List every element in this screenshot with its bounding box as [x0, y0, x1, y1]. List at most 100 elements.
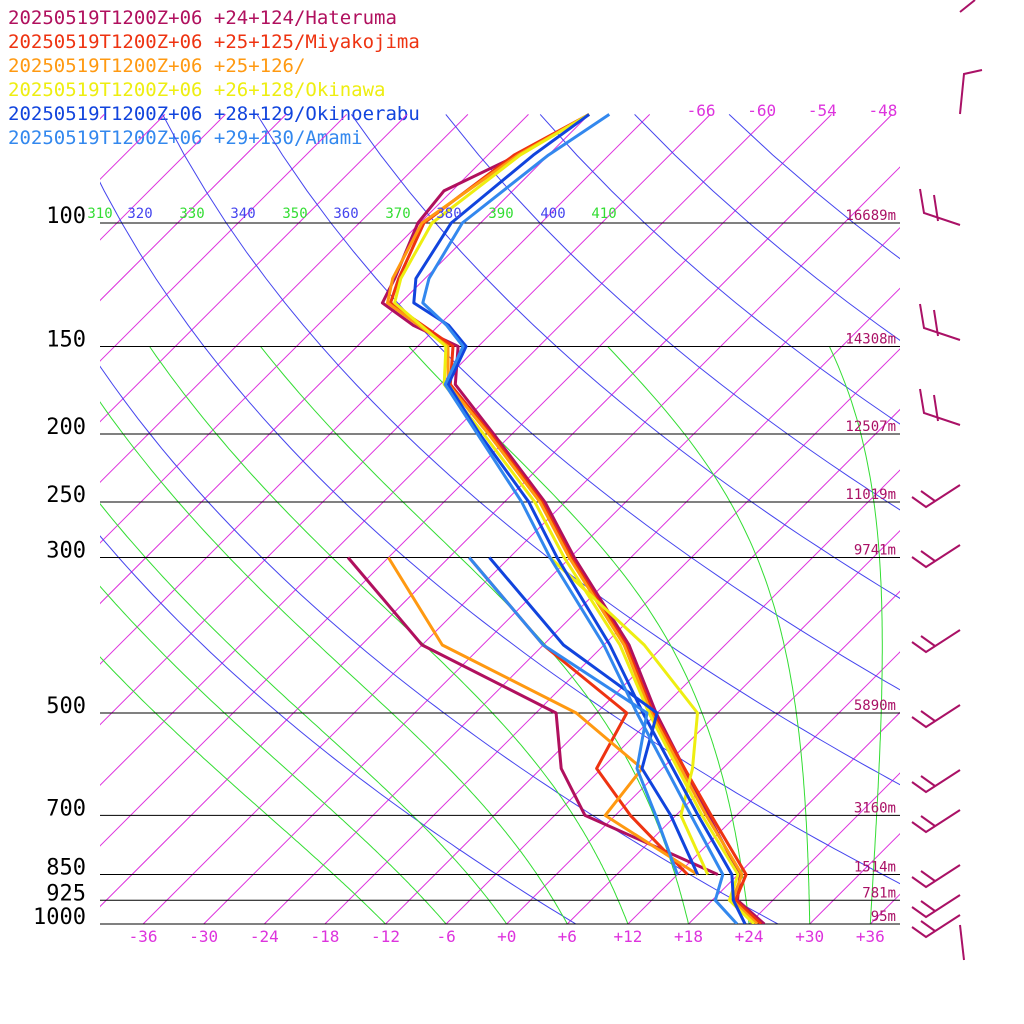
profile-dewpoint-20250519t1200z-06-26-128-okinawa — [548, 556, 710, 876]
isotherm-line — [566, 590, 900, 924]
isotherm-line — [100, 114, 590, 605]
moist-adiabat-line — [828, 346, 883, 924]
profile-dewpoint-20250519t1200z-06-29-130-amami — [468, 556, 679, 876]
height-label-700: 3160m — [854, 800, 896, 816]
profile-dewpoint-20250519t1200z-06-24-124-hateruma — [346, 556, 719, 876]
height-label-200: 12507m — [845, 419, 896, 435]
temperature-tick-label: +6 — [558, 927, 577, 946]
profile-temperature-20250519t1200z-06-25-126 — [386, 113, 759, 924]
temperature-tick-label: -24 — [250, 927, 279, 946]
isotherm-label: -54 — [808, 101, 837, 120]
moist-adiabat-line — [607, 346, 811, 924]
wind-barb — [911, 544, 961, 569]
isotherm-line — [506, 529, 900, 924]
wind-barb — [911, 629, 961, 654]
isotherm-line — [100, 114, 711, 726]
isotherm-line — [203, 226, 900, 924]
isotherm-line — [748, 772, 900, 924]
wind-barb — [911, 484, 961, 509]
moist-adiabat-line — [149, 346, 629, 924]
pressure-label-300: 300 — [46, 538, 86, 563]
pressure-label-1000: 1000 — [33, 905, 86, 930]
height-label-150: 14308m — [845, 331, 896, 347]
pressure-label-150: 150 — [46, 327, 86, 352]
temperature-tick-label: -30 — [189, 927, 218, 946]
temperature-tick-label: -12 — [371, 927, 400, 946]
wind-barb — [959, 69, 983, 115]
dry-adiabat-line — [100, 365, 779, 924]
height-label-1000: 95m — [871, 909, 896, 925]
isotherm-line — [100, 114, 832, 847]
height-label-500: 5890m — [854, 698, 896, 714]
moist-adiabat-line — [408, 346, 750, 924]
dry-adiabat-line — [100, 535, 577, 924]
wind-barb — [959, 924, 965, 961]
pressure-label-200: 200 — [46, 415, 86, 440]
pressure-label-700: 700 — [46, 796, 86, 821]
isotherm-line — [100, 114, 348, 362]
legend-entry-2: 20250519T1200Z+06 +25+125/Miyakojima — [8, 31, 420, 53]
profile-temperature-20250519t1200z-06-29-130-amami — [421, 113, 739, 924]
isotherm-line — [100, 114, 469, 484]
wind-barb — [911, 894, 961, 919]
temperature-tick-label: +36 — [856, 927, 885, 946]
dry-adiabat-line — [256, 114, 900, 691]
height-label-250: 11019m — [845, 487, 896, 503]
height-label-300: 9741m — [854, 542, 896, 558]
profile-temperature-20250519t1200z-06-25-125-miyakojima — [389, 113, 763, 924]
height-label-925: 781m — [862, 885, 896, 901]
wind-barb — [911, 864, 961, 889]
temperature-tick-label: -36 — [129, 927, 158, 946]
wind-barb — [919, 303, 961, 341]
dry-adiabat-line — [350, 114, 900, 599]
theta-label: 340 — [230, 206, 255, 222]
pressure-label-850: 850 — [46, 856, 86, 881]
isotherm-line — [100, 114, 287, 302]
isotherm-line — [809, 832, 900, 924]
wind-barb — [959, 0, 976, 13]
isotherm-line — [100, 114, 408, 423]
profile-dewpoint-20250519t1200z-06-28-129-okinoerabu — [488, 556, 699, 876]
isotherm-label: -66 — [687, 101, 716, 120]
height-label-100: 16689m — [845, 208, 896, 224]
theta-label: 370 — [385, 206, 410, 222]
pressure-label-100: 100 — [46, 204, 86, 229]
temperature-tick-label: -18 — [310, 927, 339, 946]
wind-barb — [911, 704, 961, 729]
theta-label: 310 — [87, 206, 112, 222]
theta-label: 320 — [127, 206, 152, 222]
temperature-tick-label: -6 — [436, 927, 455, 946]
isotherm-line — [263, 287, 900, 924]
isotherm-line — [627, 651, 900, 924]
legend-entry-3: 20250519T1200Z+06 +25+126/ — [8, 55, 306, 77]
isotherm-line — [100, 114, 772, 787]
temperature-tick-label: +12 — [613, 927, 642, 946]
isotherm-line — [385, 408, 900, 924]
theta-label: 330 — [179, 206, 204, 222]
moist-adiabat-line — [100, 401, 568, 924]
isotherm-line — [100, 114, 893, 908]
theta-label: 380 — [436, 206, 461, 222]
theta-label: 390 — [488, 206, 513, 222]
pressure-label-250: 250 — [46, 483, 86, 508]
theta-label: 360 — [333, 206, 358, 222]
isotherm-line — [100, 114, 651, 665]
legend-entry-6: 20250519T1200Z+06 +29+130/Amami — [8, 127, 363, 149]
legend: 20250519T1200Z+06 +24+124/Hateruma 202505… — [8, 6, 420, 150]
theta-label: 350 — [282, 206, 307, 222]
legend-entry-1: 20250519T1200Z+06 +24+124/Hateruma — [8, 7, 397, 29]
legend-entry-5: 20250519T1200Z+06 +28+129/Okinoerabu — [8, 103, 420, 125]
theta-label: 410 — [591, 206, 616, 222]
pressure-label-925: 925 — [46, 881, 86, 906]
isotherm-line — [992, 114, 1024, 924]
moist-adiabat-line — [100, 656, 386, 924]
wind-barb — [911, 914, 961, 939]
profile-dewpoint-20250519t1200z-06-25-126 — [387, 556, 699, 876]
dry-adiabat-line — [445, 114, 900, 511]
isotherm-line — [324, 348, 900, 924]
dry-adiabat-line — [162, 114, 900, 786]
wind-barb — [911, 809, 961, 834]
temperature-tick-label: +30 — [795, 927, 824, 946]
moist-adiabat-line — [100, 503, 508, 924]
